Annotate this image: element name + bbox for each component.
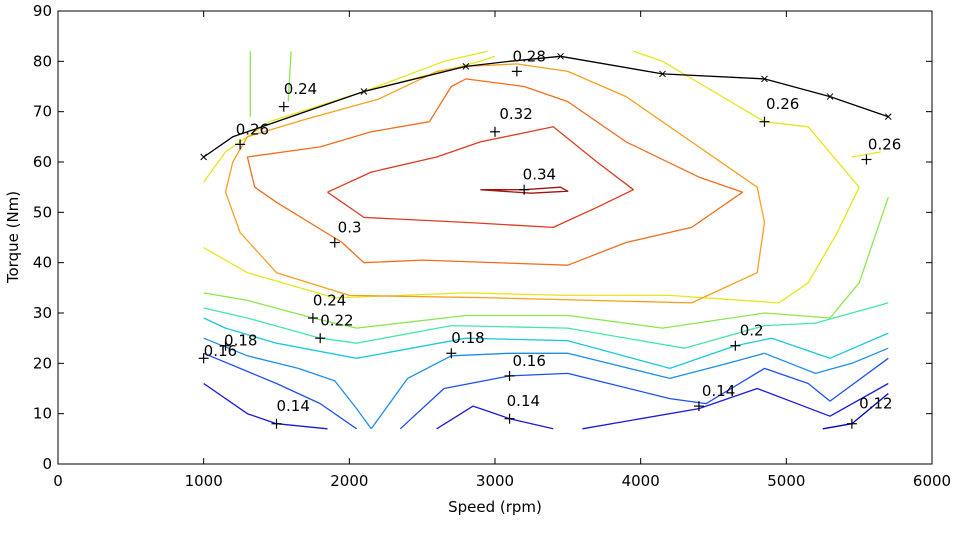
x-tick-label: 5000 bbox=[767, 472, 805, 490]
contour-line-0_32-0 bbox=[327, 126, 635, 229]
contour-line-0_16-1 bbox=[399, 357, 889, 430]
boundary-marker bbox=[884, 113, 892, 121]
boundary-marker bbox=[462, 63, 470, 70]
contour-lines bbox=[203, 50, 889, 430]
y-tick-label: 20 bbox=[33, 354, 52, 372]
x-tick-label: 3000 bbox=[476, 472, 514, 490]
contour-label: 0.34 bbox=[523, 166, 556, 184]
contour-label-marker bbox=[307, 313, 318, 324]
contour-label-marker bbox=[504, 413, 515, 424]
contour-label-marker bbox=[861, 154, 872, 165]
contour-label: 0.24 bbox=[313, 291, 346, 309]
contour-label: 0.3 bbox=[338, 218, 362, 236]
contour-label: 0.26 bbox=[236, 120, 269, 138]
x-tick-label: 6000 bbox=[913, 472, 951, 490]
contour-line-0_34-0 bbox=[480, 186, 569, 194]
y-axis-title: Torque (Nm) bbox=[4, 191, 22, 284]
contour-label: 0.22 bbox=[320, 312, 353, 330]
contour-line-0_26-3 bbox=[851, 151, 882, 158]
contour-label-marker bbox=[846, 418, 857, 429]
contour-label: 0.16 bbox=[512, 352, 545, 370]
contour-label: 0.26 bbox=[868, 135, 901, 153]
y-tick-label: 10 bbox=[33, 405, 52, 423]
y-tick-label: 90 bbox=[33, 2, 52, 20]
y-tick-label: 30 bbox=[33, 304, 52, 322]
contour-line-0_22-0 bbox=[203, 302, 889, 349]
contour-line-0_18-1 bbox=[370, 347, 889, 430]
contour-label: 0.14 bbox=[507, 392, 540, 410]
contour-label-marker bbox=[519, 184, 530, 195]
y-tick-label: 80 bbox=[33, 52, 52, 70]
contour-line-0_3-0 bbox=[246, 78, 744, 266]
plot-area bbox=[57, 10, 933, 465]
contour-label-marker bbox=[278, 101, 289, 112]
y-tick-label: 0 bbox=[42, 455, 52, 473]
contour-line-0_26-2 bbox=[363, 50, 488, 93]
x-tick-label: 2000 bbox=[330, 472, 368, 490]
contour-label: 0.12 bbox=[859, 395, 892, 413]
contour-label: 0.26 bbox=[766, 95, 799, 113]
contour-labels: 0.120.14 0.140.140.160.160.180.180.20.220… bbox=[198, 47, 901, 429]
contour-label: 0.18 bbox=[224, 332, 257, 350]
y-axis-ticks: 0 10 20 30 40 50 60 70 80 90 bbox=[33, 2, 932, 473]
boundary-marker bbox=[200, 153, 208, 161]
contour-label-marker bbox=[504, 370, 515, 381]
contour-label-marker bbox=[730, 340, 741, 351]
contour-line-0_24-2 bbox=[287, 51, 292, 102]
contour-line-0_14-1 bbox=[436, 405, 554, 430]
boundary-marker bbox=[826, 93, 834, 100]
contour-label: 0.14 bbox=[277, 397, 310, 415]
x-tick-label: 4000 bbox=[622, 472, 660, 490]
contour-line-0_16-0 bbox=[203, 352, 357, 430]
contour-label: 0.2 bbox=[740, 322, 764, 340]
boundary-marker bbox=[761, 75, 768, 83]
contour-line-0_2-0 bbox=[203, 317, 889, 370]
contour-label-marker bbox=[329, 237, 340, 248]
y-tick-label: 40 bbox=[33, 254, 52, 272]
contour-label: 0.16 bbox=[204, 342, 237, 360]
contour-label-marker bbox=[693, 401, 704, 412]
contour-label-marker bbox=[235, 139, 246, 150]
contour-label-marker bbox=[490, 126, 500, 137]
x-axis-ticks: 0 1000 2000 3000 4000 5000 6000 bbox=[53, 11, 951, 490]
boundary-marker bbox=[360, 88, 368, 95]
contour-line-0_18-0 bbox=[203, 337, 372, 430]
contour-label-marker bbox=[511, 66, 522, 77]
x-axis-title: Speed (rpm) bbox=[448, 498, 542, 516]
y-tick-label: 70 bbox=[33, 103, 52, 121]
y-tick-label: 50 bbox=[33, 203, 52, 221]
boundary-markers bbox=[200, 52, 892, 161]
contour-line-0_24-0 bbox=[203, 196, 889, 329]
contour-label-marker bbox=[759, 116, 770, 127]
x-tick-label: 0 bbox=[53, 472, 63, 490]
contour-line-0_28-0 bbox=[224, 63, 766, 304]
contour-label-marker bbox=[446, 348, 457, 359]
contour-label: 0.32 bbox=[499, 105, 532, 123]
contour-line-0_14-2 bbox=[582, 382, 889, 430]
contour-label-marker bbox=[315, 333, 326, 344]
contour-line-0_14-0 bbox=[203, 382, 328, 430]
contour-label-marker bbox=[271, 418, 282, 429]
boundary-marker bbox=[659, 70, 666, 78]
contour-label-marker bbox=[198, 353, 209, 364]
boundary-marker bbox=[557, 52, 564, 60]
contour-label-marker bbox=[220, 340, 231, 351]
contour-line-boundary-0 bbox=[203, 55, 889, 158]
contour-label: 0.24 bbox=[284, 80, 317, 98]
contour-label: 0.14 bbox=[702, 382, 735, 400]
contour-label: 0.28 bbox=[512, 47, 545, 65]
y-tick-label: 60 bbox=[33, 153, 52, 171]
x-tick-label: 1000 bbox=[185, 472, 223, 490]
contour-label: 0.18 bbox=[451, 329, 484, 347]
